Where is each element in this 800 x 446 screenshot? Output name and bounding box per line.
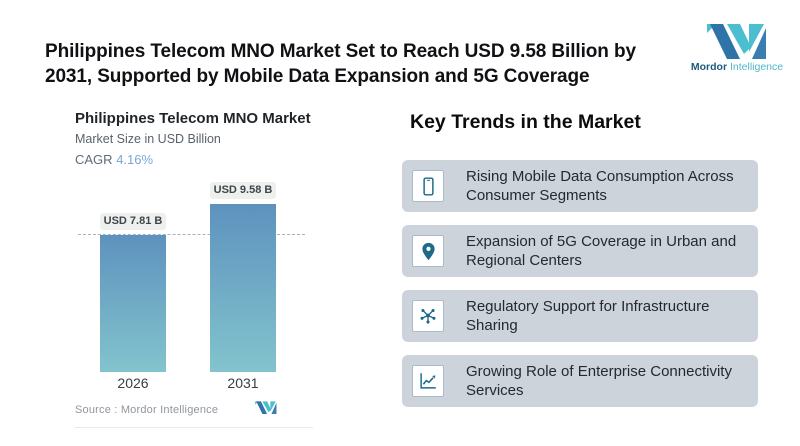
location-pin-icon — [412, 235, 444, 267]
chart-subtitle: Market Size in USD Billion — [75, 132, 221, 146]
trend-text: Expansion of 5G Coverage in Urban and Reg… — [466, 232, 736, 270]
trends-heading: Key Trends in the Market — [410, 111, 641, 133]
chart-source-row: Source : Mordor Intelligence — [75, 401, 313, 428]
bar-value-label: USD 9.58 B — [210, 182, 276, 199]
trend-text-line2: Sharing — [466, 317, 518, 334]
trend-text: Growing Role of Enterprise Connectivity S… — [466, 362, 732, 400]
mordor-logo-icon — [678, 23, 796, 59]
mordor-mini-logo-icon — [255, 401, 313, 419]
cagr-label: CAGR — [75, 152, 113, 167]
smartphone-icon — [412, 170, 444, 202]
trend-text-line2: Consumer Segments — [466, 187, 607, 204]
trend-text: Rising Mobile Data Consumption Across Con… — [466, 167, 734, 205]
trend-card: Expansion of 5G Coverage in Urban and Reg… — [402, 225, 758, 277]
chart-title: Philippines Telecom MNO Market — [75, 110, 311, 127]
trend-card: Growing Role of Enterprise Connectivity S… — [402, 355, 758, 407]
key-trends-panel: Key Trends in the Market Rising Mobile D… — [402, 110, 758, 407]
trend-text: Regulatory Support for Infrastructure Sha… — [466, 297, 709, 335]
x-axis-label: 2031 — [227, 375, 259, 391]
network-hub-icon — [412, 300, 444, 332]
trend-card-list: Rising Mobile Data Consumption Across Con… — [402, 160, 758, 407]
trend-text-line2: Regional Centers — [466, 252, 582, 269]
trend-text-line1: Growing Role of Enterprise Connectivity — [466, 363, 732, 380]
page-title: Philippines Telecom MNO Market Set to Re… — [45, 40, 636, 87]
bar-2026 — [100, 235, 166, 372]
trend-text-line1: Expansion of 5G Coverage in Urban and — [466, 233, 737, 250]
cagr-value: 4.16% — [116, 152, 154, 167]
trend-text-line2: Services — [466, 382, 524, 399]
bar-chart-plot: USD 7.81 B 2026 USD 9.58 B 2031 — [75, 179, 313, 394]
x-axis-label: 2026 — [117, 375, 149, 391]
mordor-intelligence-logo: Mordor Intelligence — [678, 23, 796, 73]
market-size-chart: Philippines Telecom MNO Market Market Si… — [75, 110, 313, 428]
trend-text-line1: Regulatory Support for Infrastructure — [466, 298, 710, 315]
chart-cagr: CAGR 4.16% — [75, 152, 313, 167]
reference-line — [78, 234, 305, 235]
logo-word-mordor: Mordor — [690, 61, 728, 73]
trend-card: Regulatory Support for Infrastructure Sha… — [402, 290, 758, 342]
bar-value-label: USD 7.81 B — [100, 213, 166, 230]
trend-card: Rising Mobile Data Consumption Across Con… — [402, 160, 758, 212]
trend-text-line1: Rising Mobile Data Consumption Across — [466, 168, 734, 185]
mordor-logo-text: Mordor Intelligence — [690, 61, 784, 73]
source-text: Source : Mordor Intelligence — [75, 404, 219, 416]
line-chart-icon — [412, 365, 444, 397]
bar-2031 — [210, 204, 276, 372]
